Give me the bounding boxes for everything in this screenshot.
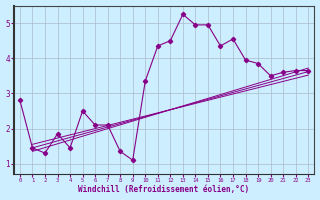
X-axis label: Windchill (Refroidissement éolien,°C): Windchill (Refroidissement éolien,°C) bbox=[78, 185, 250, 194]
